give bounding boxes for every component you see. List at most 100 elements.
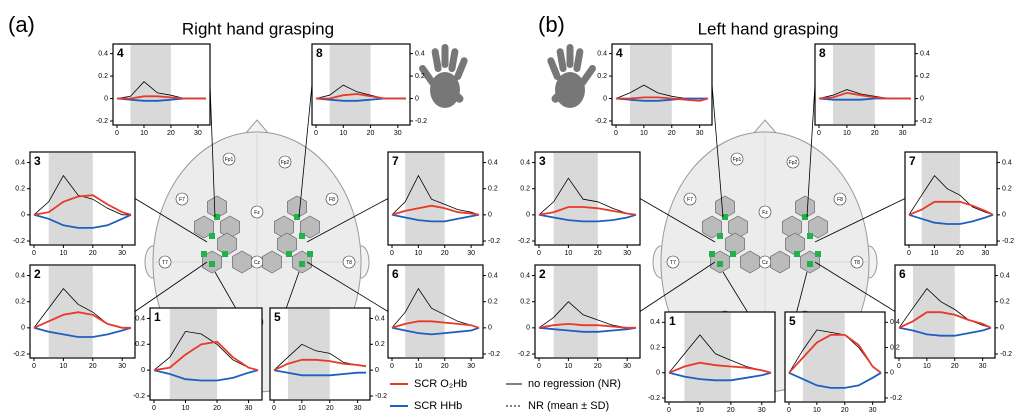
connector — [134, 198, 208, 243]
x-tick-label: 0 — [390, 250, 394, 257]
panel-label: (b) — [538, 12, 565, 37]
stimulus-band — [169, 309, 218, 399]
y-tick-label: -0.2 — [920, 118, 932, 125]
o2hb-line — [273, 358, 367, 372]
y-tick-label: 0.4 — [375, 315, 385, 322]
y-tick-label: 0.4 — [920, 50, 930, 57]
x-tick-label: 0 — [817, 130, 821, 137]
plot-number: 7 — [392, 154, 399, 168]
connector — [306, 198, 389, 243]
channel — [299, 261, 305, 267]
y-tick-label: 0 — [920, 95, 924, 102]
legend-label: no regression (NR) — [528, 378, 621, 390]
subplot: 0 10 20 30 -0.2 0 0.2 0.4 4 — [96, 43, 211, 137]
x-tick-label: 0 — [314, 130, 318, 137]
y-tick-label: 0.2 — [488, 186, 498, 193]
connector — [806, 84, 816, 218]
y-tick-label: 0 — [488, 212, 492, 219]
o2hb-line — [898, 311, 992, 329]
optode — [262, 250, 282, 274]
stimulus-band — [832, 45, 875, 124]
electrode — [683, 192, 697, 206]
subplot: 0 10 20 30 -0.2 0 0.2 0.4 2 — [13, 264, 136, 370]
y-tick-label: -0.2 — [13, 351, 25, 358]
y-tick-label: 0 — [656, 370, 660, 377]
electrode-label: F8 — [837, 197, 843, 203]
electrode — [758, 205, 772, 219]
y-tick-label: 0.2 — [650, 344, 660, 351]
legend-label: SCR HHb — [414, 400, 462, 412]
o2hb-line — [33, 311, 131, 329]
plot-number: 3 — [539, 154, 546, 168]
subplot: 0 10 20 30 -0.2 0 0.2 0.4 8 — [814, 43, 932, 137]
channel — [299, 233, 305, 239]
y-tick-label: -0.2 — [890, 395, 902, 402]
plot-number: 5 — [274, 310, 281, 324]
o2hb-line — [818, 91, 911, 100]
x-tick-label: 20 — [441, 250, 449, 257]
plot-number: 7 — [909, 154, 916, 168]
channel — [717, 261, 723, 267]
nr-line — [908, 174, 994, 216]
y-tick-label: 0.2 — [488, 299, 498, 306]
connector — [209, 84, 216, 218]
electrode — [730, 152, 744, 166]
hand-finger — [448, 48, 459, 72]
x-tick-label: 0 — [907, 250, 911, 257]
stimulus-band — [629, 45, 672, 124]
stimulus-band — [329, 45, 371, 124]
y-tick-label: 0 — [104, 95, 108, 102]
hhb-line — [153, 369, 259, 382]
y-tick-label: -0.2 — [648, 395, 660, 402]
electrode-label: Cz — [762, 260, 769, 266]
x-tick-label: 10 — [414, 363, 422, 370]
y-tick-label: -0.2 — [375, 393, 387, 400]
y-tick-label: 0 — [141, 367, 145, 374]
hand-finger — [579, 64, 596, 86]
x-tick-label: 0 — [272, 405, 276, 412]
stimulus-band — [130, 45, 171, 124]
subplot: 0 10 20 30 -0.2 0 0.2 0.4 3 — [13, 151, 136, 257]
y-tick-label: 0.4 — [135, 315, 145, 322]
x-tick-label: 20 — [213, 405, 221, 412]
connector — [306, 261, 389, 312]
y-tick-label: 0.2 — [1002, 186, 1012, 193]
o2hb-line — [788, 334, 882, 374]
x-tick-label: 10 — [640, 130, 648, 137]
electrode — [158, 255, 172, 269]
channel — [209, 261, 215, 267]
y-tick-label: 0 — [603, 95, 607, 102]
head-nose — [244, 119, 270, 135]
y-tick-label: -0.2 — [13, 238, 25, 245]
x-tick-label: 10 — [59, 250, 67, 257]
o2hb-line — [153, 340, 259, 372]
electrode-label: F7 — [687, 197, 693, 203]
y-tick-label: 0.4 — [488, 272, 498, 279]
legend-label: NR (mean ± SD) — [528, 400, 609, 412]
plot-number: 4 — [117, 46, 124, 60]
electrode — [325, 192, 339, 206]
hand-thumb — [444, 85, 464, 103]
y-tick-label: -0.2 — [1002, 238, 1014, 245]
hhb-line — [273, 369, 366, 377]
electrode-label: F8 — [329, 197, 335, 203]
y-tick-label: 0.2 — [890, 344, 900, 351]
y-tick-label: 0.4 — [15, 272, 25, 279]
stimulus-band — [287, 309, 330, 399]
hand-finger — [454, 57, 468, 80]
channel — [307, 251, 313, 257]
x-tick-label: 10 — [843, 130, 851, 137]
electrode-label: T7 — [162, 260, 168, 266]
y-tick-label: 0.4 — [415, 50, 425, 57]
plot-number: 1 — [154, 310, 161, 324]
stimulus-band — [553, 153, 598, 244]
x-tick-label: 30 — [194, 130, 202, 137]
y-tick-label: 0.4 — [1000, 272, 1010, 279]
x-tick-label: 30 — [623, 363, 631, 370]
plot-number: 5 — [789, 314, 796, 328]
y-tick-label: 0.2 — [520, 186, 530, 193]
channel — [802, 214, 808, 220]
o2hb-line — [538, 322, 636, 329]
hhb-line — [788, 371, 882, 389]
